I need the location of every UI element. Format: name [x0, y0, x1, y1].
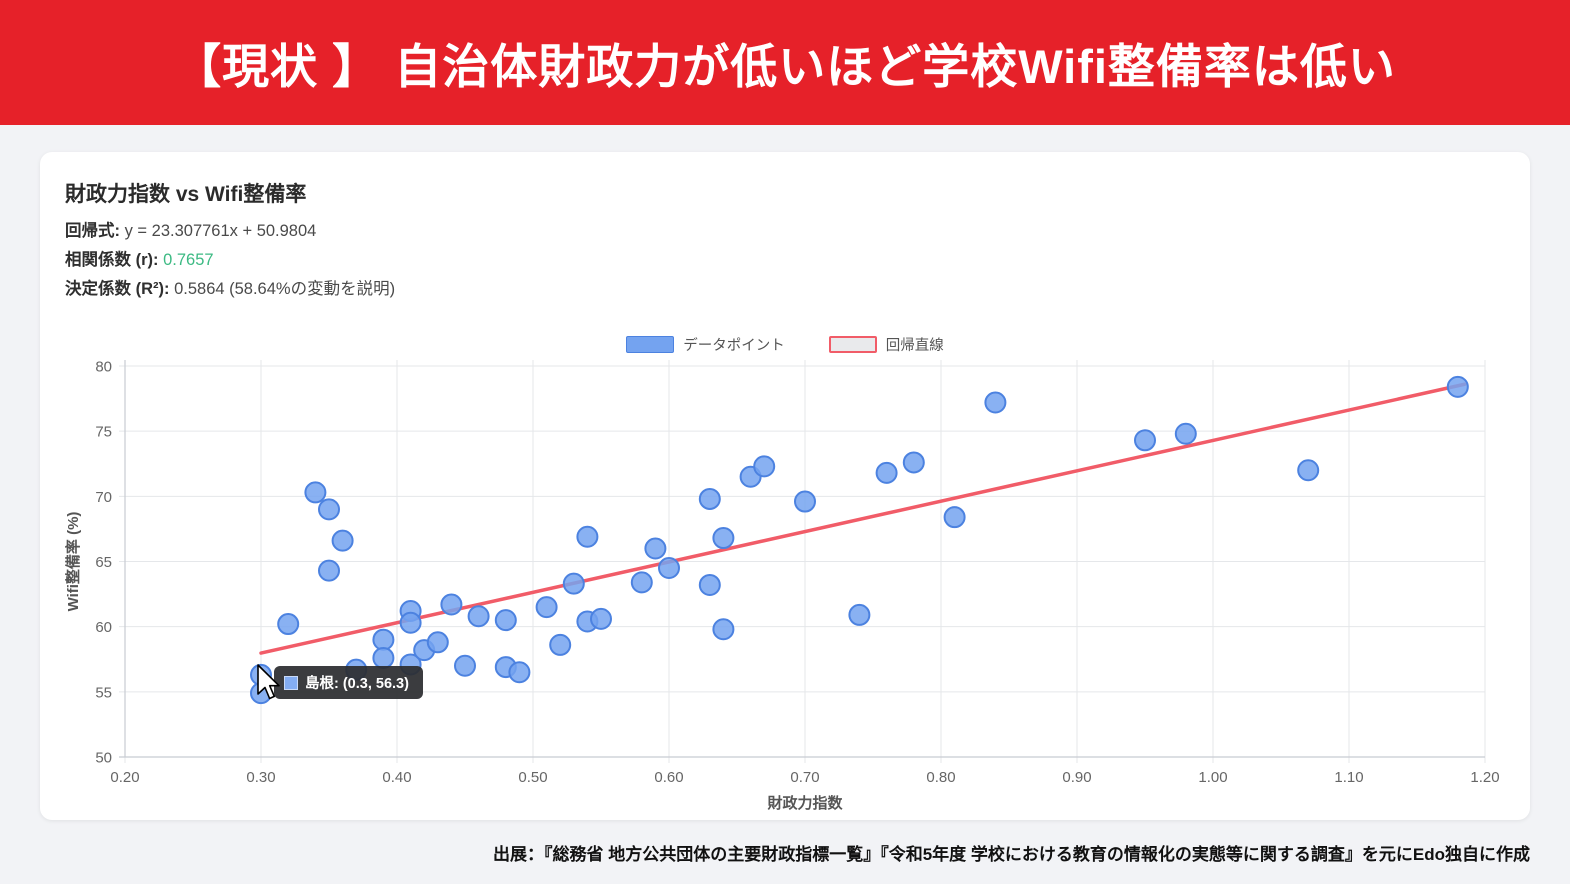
data-point[interactable] — [1174, 422, 1197, 445]
scatter-chart[interactable]: 0.20 0.30 0.40 0.50 0.60 0.70 0.80 0.90 1.00 1.10… — [60, 358, 1530, 815]
y-tick-label: 60 — [95, 619, 112, 636]
scatter-plot-canvas[interactable]: 0.20 0.30 0.40 0.50 0.60 0.70 0.80 0.90 1.00 1.10… — [60, 358, 1530, 815]
x-tick-label: 0.80 — [926, 769, 955, 786]
x-tick-label: 1.10 — [1334, 769, 1363, 786]
data-point[interactable] — [698, 573, 721, 596]
stat-correlation-label: 相関係数 (r): — [65, 251, 159, 269]
data-point[interactable] — [277, 613, 300, 636]
data-point[interactable] — [712, 527, 735, 550]
data-point[interactable] — [984, 391, 1007, 414]
y-axis-title: Wifi整備率 (%) — [64, 512, 82, 612]
chart-legend: データポイント 回帰直線 — [40, 334, 1530, 355]
x-tick-label: 0.70 — [790, 769, 819, 786]
mouse-cursor-icon — [257, 664, 280, 700]
data-point[interactable] — [590, 607, 612, 630]
data-point[interactable] — [848, 603, 871, 626]
x-axis-title: 財政力指数 — [766, 794, 843, 812]
data-point[interactable] — [304, 481, 327, 504]
y-tick-label: 55 — [95, 684, 112, 701]
data-point[interactable] — [372, 646, 395, 669]
data-point[interactable] — [902, 451, 925, 474]
data-point[interactable] — [535, 596, 558, 619]
stat-determination: 決定係数 (R²): 0.5864 (58.64%の変動を説明) — [65, 280, 395, 299]
data-point[interactable] — [875, 461, 898, 484]
chart-title: 財政力指数 vs Wifi整備率 — [65, 183, 307, 206]
data-point[interactable] — [508, 661, 531, 684]
stat-correlation-value: 0.7657 — [163, 251, 214, 269]
data-point[interactable] — [454, 654, 476, 677]
regression-stats: 回帰式: y = 23.307761x + 50.9804 相関係数 (r): … — [65, 222, 395, 309]
data-point[interactable] — [318, 559, 340, 582]
datapoints-swatch — [626, 336, 675, 353]
source-attribution: 出展：『総務省 地方公共団体の主要財政指標一覧』『令和5年度 学校における教育の… — [492, 845, 1530, 864]
data-point[interactable] — [372, 628, 395, 651]
regression-swatch — [828, 336, 877, 353]
legend-item-regression[interactable]: 回帰直線 — [828, 334, 944, 355]
data-point[interactable] — [943, 506, 966, 529]
data-point[interactable] — [426, 631, 449, 654]
stat-equation: 回帰式: y = 23.307761x + 50.9804 — [65, 222, 395, 241]
data-point[interactable] — [794, 490, 816, 513]
x-tick-label: 0.30 — [246, 769, 275, 786]
data-point[interactable] — [1297, 459, 1320, 482]
stat-determination-label: 決定係数 (R²): — [65, 280, 170, 298]
y-tick-label: 75 — [95, 424, 112, 441]
data-point[interactable] — [658, 557, 680, 580]
data-point[interactable] — [467, 605, 490, 628]
data-point[interactable] — [399, 611, 422, 634]
data-point[interactable] — [562, 572, 585, 595]
stat-equation-value: y = 23.307761x + 50.9804 — [124, 222, 317, 240]
data-point[interactable] — [753, 455, 776, 478]
data-point[interactable] — [712, 618, 735, 641]
x-tick-label: 0.60 — [654, 769, 683, 786]
stat-determination-value: 0.5864 (58.64%の変動を説明) — [174, 280, 396, 298]
x-tick-label: 0.50 — [518, 769, 547, 786]
banner-title: 【現状 】 自治体財政力が低いほど学校Wifi整備率は低い — [174, 40, 1396, 93]
data-point[interactable] — [549, 633, 572, 656]
data-point[interactable] — [630, 571, 653, 594]
legend-regression-label: 回帰直線 — [885, 338, 944, 354]
tooltip: 島根: (0.3, 56.3) — [274, 666, 423, 699]
x-tick-label: 1.00 — [1198, 769, 1227, 786]
data-point[interactable] — [644, 537, 667, 560]
x-tick-label: 0.20 — [110, 769, 139, 786]
x-tick-label: 1.20 — [1470, 769, 1499, 786]
x-tick-label: 0.40 — [382, 769, 411, 786]
x-tick-label: 0.90 — [1062, 769, 1091, 786]
legend-datapoints-label: データポイント — [683, 338, 785, 354]
legend-item-datapoints[interactable]: データポイント — [626, 334, 785, 355]
y-tick-label: 70 — [95, 489, 112, 506]
tooltip-swatch — [284, 675, 298, 690]
data-point[interactable] — [1446, 375, 1469, 398]
y-tick-label: 80 — [95, 359, 112, 376]
tooltip-text: 島根: (0.3, 56.3) — [305, 676, 409, 692]
stat-correlation: 相関係数 (r): 0.7657 — [65, 251, 395, 270]
y-tick-label: 65 — [95, 554, 112, 571]
chart-card: 財政力指数 vs Wifi整備率 回帰式: y = 23.307761x + 5… — [40, 152, 1530, 820]
header-banner: 【現状 】 自治体財政力が低いほど学校Wifi整備率は低い — [0, 0, 1570, 125]
data-point[interactable] — [576, 525, 599, 548]
data-point[interactable] — [318, 498, 340, 521]
stat-equation-label: 回帰式: — [65, 222, 120, 240]
data-point[interactable] — [494, 609, 517, 632]
data-point[interactable] — [440, 593, 463, 616]
y-tick-label: 50 — [95, 750, 112, 767]
data-point[interactable] — [698, 487, 721, 510]
data-point[interactable] — [331, 529, 354, 552]
data-point[interactable] — [1134, 429, 1156, 452]
